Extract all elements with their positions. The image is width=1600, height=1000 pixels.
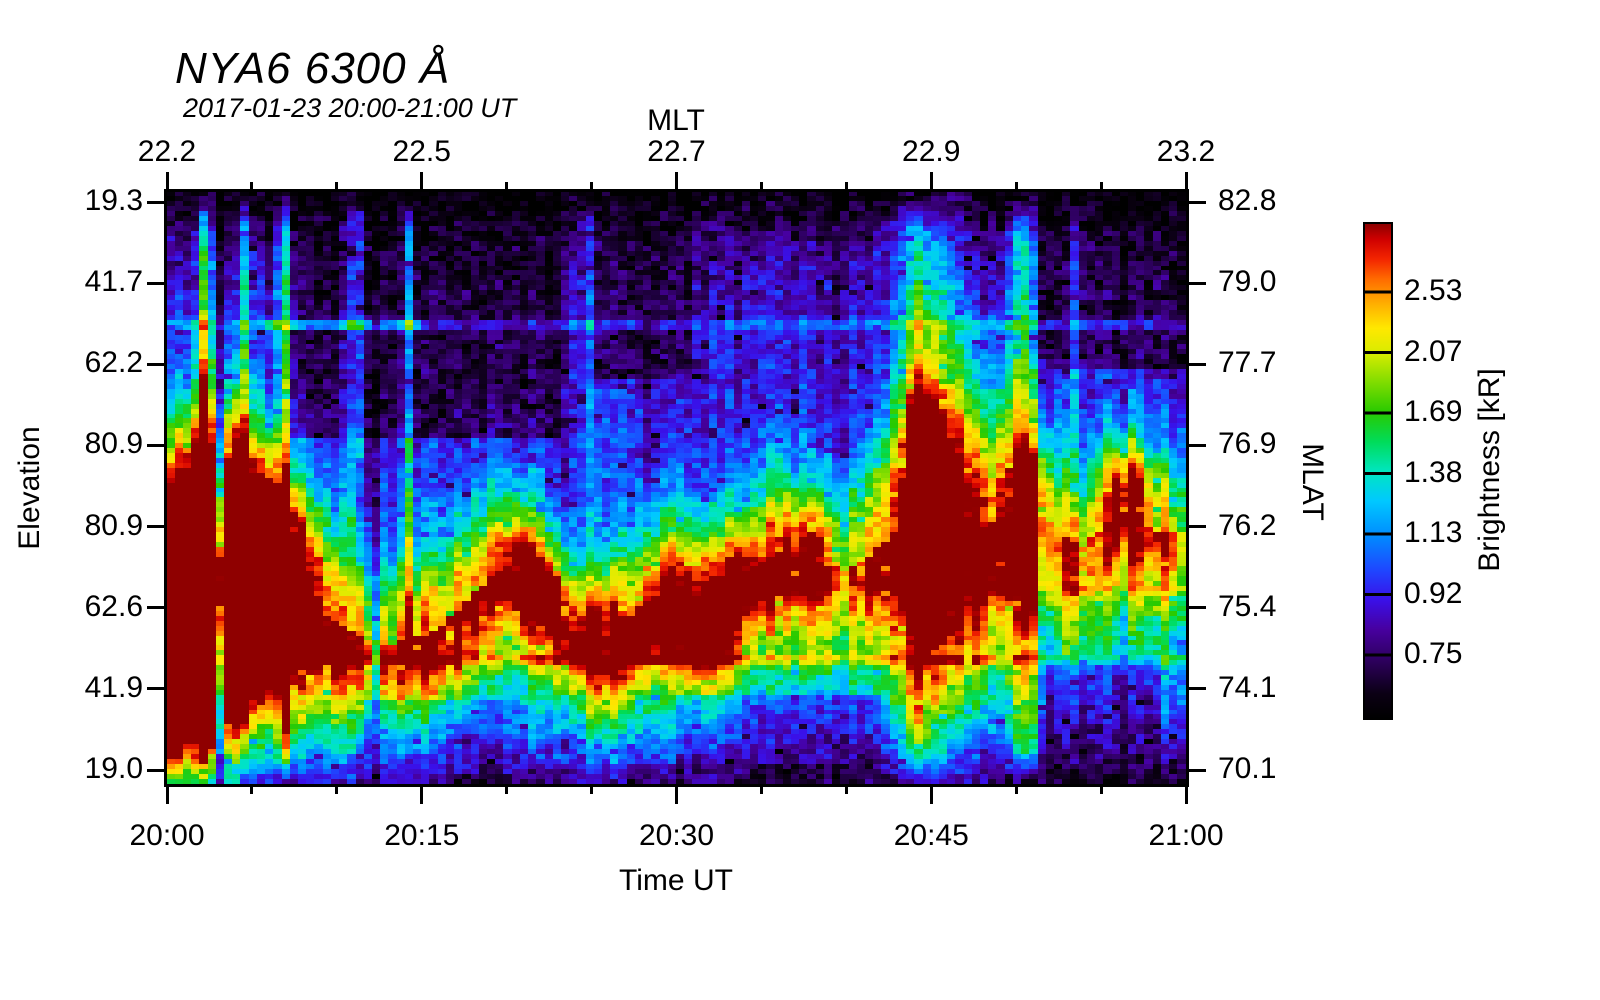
right-axis-major-tick — [1186, 443, 1206, 447]
right-axis-major-tick — [1186, 768, 1206, 772]
left-axis-tick-label: 41.9 — [84, 670, 143, 704]
top-axis-minor-tick — [590, 182, 594, 192]
top-axis-minor-tick — [505, 182, 509, 192]
right-axis-major-tick — [1186, 525, 1206, 529]
left-axis-major-tick — [147, 606, 167, 610]
colorbar-tick-label: 1.38 — [1404, 455, 1463, 489]
top-axis-major-tick — [675, 172, 678, 192]
left-axis-tick-label: 80.9 — [84, 427, 143, 461]
right-axis-tick-label: 70.1 — [1218, 752, 1277, 785]
top-axis-minor-tick — [759, 182, 763, 192]
right-axis-tick-label: 82.8 — [1218, 184, 1277, 217]
bottom-axis-major-tick — [420, 784, 424, 804]
bottom-axis-major-tick — [675, 784, 678, 804]
left-axis-tick-label: 62.6 — [84, 589, 143, 623]
right-axis-tick-label: 76.9 — [1218, 427, 1277, 461]
bottom-axis-title: Time UT — [619, 864, 733, 897]
heatmap-canvas — [167, 192, 1186, 784]
colorbar-tick-label: 1.69 — [1404, 395, 1463, 428]
colorbar-frame — [1363, 222, 1393, 720]
bottom-axis-minor-tick — [759, 784, 763, 794]
right-axis-major-tick — [1186, 281, 1206, 285]
colorbar-tick-label: 0.75 — [1404, 637, 1463, 670]
colorbar-title: Brightness [kR] — [1473, 368, 1506, 572]
bottom-axis-minor-tick — [1014, 784, 1018, 794]
top-axis-tick-label: 22.2 — [137, 135, 197, 168]
bottom-axis-tick-label: 21:00 — [1148, 819, 1224, 852]
left-axis-tick-label: 41.7 — [84, 265, 143, 299]
bottom-axis-major-tick — [929, 784, 933, 804]
bottom-axis-minor-tick — [590, 784, 594, 794]
left-axis-major-tick — [147, 281, 167, 285]
bottom-axis-major-tick — [165, 784, 169, 804]
top-axis-minor-tick — [1099, 182, 1103, 192]
bottom-axis-minor-tick — [844, 784, 848, 794]
right-axis-tick-label: 74.1 — [1218, 670, 1277, 704]
left-axis-tick-label: 19.3 — [84, 184, 143, 217]
colorbar-tick-label: 2.07 — [1404, 334, 1463, 368]
figure-subtitle: 2017-01-23 20:00-21:00 UT — [183, 93, 517, 123]
right-axis-major-tick — [1186, 362, 1206, 366]
left-axis-major-tick — [147, 200, 167, 204]
bottom-axis-major-tick — [1184, 784, 1188, 804]
colorbar-tick-label: 0.92 — [1404, 576, 1463, 610]
top-axis-tick-label: 22.9 — [902, 135, 961, 168]
top-axis-major-tick — [165, 172, 169, 192]
top-axis-major-tick — [929, 172, 933, 192]
top-axis-tick-label: 23.2 — [1156, 135, 1216, 168]
left-axis-major-tick — [147, 443, 167, 447]
right-axis-tick-label: 75.4 — [1218, 589, 1277, 623]
top-axis-major-tick — [1184, 172, 1188, 192]
colorbar-tick-label: 2.53 — [1404, 274, 1463, 307]
bottom-axis-tick-label: 20:00 — [129, 819, 205, 852]
left-axis-major-tick — [147, 525, 167, 529]
left-axis-major-tick — [147, 362, 167, 366]
left-axis-major-tick — [147, 768, 167, 772]
colorbar-canvas — [1365, 224, 1391, 718]
left-axis-tick-label: 80.9 — [84, 508, 143, 542]
top-axis-minor-tick — [844, 182, 848, 192]
bottom-axis-tick-label: 20:30 — [638, 819, 715, 852]
top-axis-tick-label: 22.7 — [647, 135, 706, 168]
right-axis-tick-label: 79.0 — [1218, 265, 1277, 299]
right-axis-tick-label: 76.2 — [1218, 508, 1277, 542]
right-axis-major-tick — [1186, 687, 1206, 691]
bottom-axis-minor-tick — [335, 784, 339, 794]
colorbar-tick-label: 1.13 — [1404, 516, 1463, 549]
bottom-axis-minor-tick — [250, 784, 254, 794]
right-axis-title: MLAT — [1296, 443, 1329, 521]
top-axis-major-tick — [420, 172, 424, 192]
right-axis-major-tick — [1186, 606, 1206, 610]
left-axis-tick-label: 19.0 — [84, 752, 143, 785]
left-axis-tick-label: 62.2 — [84, 346, 143, 380]
figure-title: NYA6 6300 Å — [175, 44, 451, 93]
top-axis-minor-tick — [335, 182, 339, 192]
bottom-axis-minor-tick — [505, 784, 509, 794]
top-axis-tick-label: 22.5 — [392, 135, 451, 168]
plot-frame — [164, 189, 1189, 787]
top-axis-minor-tick — [250, 182, 254, 192]
top-axis-minor-tick — [1014, 182, 1018, 192]
bottom-axis-tick-label: 20:15 — [384, 819, 460, 852]
right-axis-major-tick — [1186, 200, 1206, 204]
right-axis-tick-label: 77.7 — [1218, 346, 1277, 380]
bottom-axis-minor-tick — [1099, 784, 1103, 794]
top-axis-title: MLT — [647, 104, 705, 137]
left-axis-major-tick — [147, 687, 167, 691]
bottom-axis-tick-label: 20:45 — [893, 819, 969, 852]
